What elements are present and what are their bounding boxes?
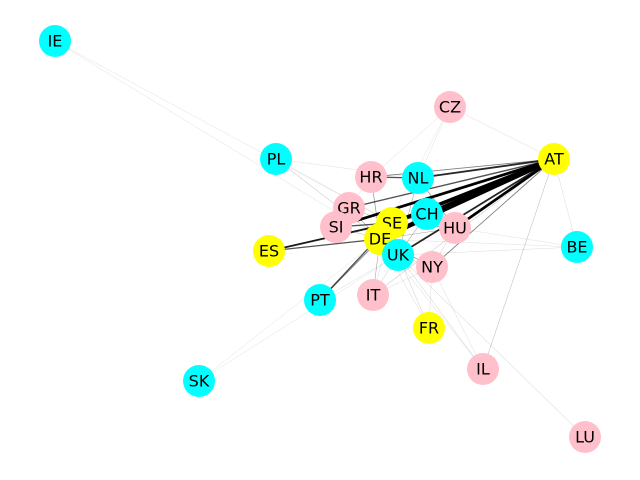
node-label: CZ [439, 98, 461, 117]
node-si: SI [320, 211, 352, 243]
edge-sk-uk [198, 254, 399, 382]
node-circle [357, 279, 389, 311]
edge-sk-de [198, 238, 381, 382]
node-circle [355, 161, 387, 193]
node-label: SK [189, 372, 210, 391]
node-circle [260, 143, 292, 175]
node-label: LU [575, 428, 595, 447]
node-label: HU [443, 219, 467, 238]
edge-il-ny [431, 266, 484, 370]
node-circle [434, 91, 466, 123]
node-pl: PL [260, 143, 292, 175]
node-sk: SK [183, 365, 215, 397]
edge-uk-lu [397, 254, 586, 438]
node-label: IT [366, 286, 381, 305]
node-at: AT [538, 143, 570, 175]
edge-at-ny [431, 158, 555, 268]
node-hr: HR [355, 161, 387, 193]
node-uk: UK [382, 239, 414, 271]
node-label: HR [359, 168, 382, 187]
node-circle [561, 231, 593, 263]
edge-pl-se [275, 158, 393, 224]
node-it: IT [357, 279, 389, 311]
node-label: CH [415, 205, 438, 224]
node-circle [39, 25, 71, 57]
node-pt: PT [304, 284, 336, 316]
node-label: ES [259, 242, 279, 261]
edge-ie-de [54, 40, 381, 240]
node-circle [467, 353, 499, 385]
node-circle [402, 162, 434, 194]
node-label: NL [408, 169, 429, 188]
node-label: AT [544, 150, 564, 169]
node-fr: FR [413, 312, 445, 344]
node-label: UK [387, 246, 410, 265]
node-label: PT [310, 291, 330, 310]
node-circle [569, 421, 601, 453]
node-circle [253, 235, 285, 267]
edge-at-uk [397, 158, 555, 256]
node-ny: NY [416, 251, 448, 283]
edge-cz-hr [370, 106, 451, 178]
node-label: IL [476, 360, 490, 379]
node-nl: NL [402, 162, 434, 194]
node-label: NY [421, 258, 443, 277]
edge-at-si [335, 157, 555, 229]
node-label: IE [48, 32, 63, 51]
edges-layer [54, 40, 586, 438]
node-circle [304, 284, 336, 316]
node-circle [411, 198, 443, 230]
edge-pl-nl [275, 158, 419, 179]
edge-at-gr [348, 158, 555, 209]
node-be: BE [561, 231, 593, 263]
node-es: ES [253, 235, 285, 267]
edge-at-il [482, 158, 555, 370]
node-circle [439, 212, 471, 244]
node-circle [413, 312, 445, 344]
node-circle [183, 365, 215, 397]
edge-at-cz [449, 106, 555, 160]
node-circle [538, 143, 570, 175]
edge-ie-se [54, 40, 393, 224]
edge-at-ch [426, 157, 555, 216]
node-ie: IE [39, 25, 71, 57]
node-label: SI [329, 218, 344, 237]
edge-be-hu [454, 227, 578, 248]
node-label: PL [267, 150, 286, 169]
node-circle [320, 211, 352, 243]
edge-uk-il [397, 254, 484, 370]
edge-es-de [268, 238, 381, 252]
node-circle [416, 251, 448, 283]
node-hu: HU [439, 212, 471, 244]
node-ch: CH [411, 198, 443, 230]
edge-pl-de [275, 158, 381, 240]
edge-at-hr [370, 158, 555, 178]
node-circle [382, 239, 414, 271]
edge-at-nl [417, 158, 555, 179]
edge-at-hu [454, 157, 555, 230]
node-label: BE [566, 238, 587, 257]
node-cz: CZ [434, 91, 466, 123]
edge-be-de [379, 238, 578, 248]
node-il: IL [467, 353, 499, 385]
node-lu: LU [569, 421, 601, 453]
node-label: DE [369, 230, 391, 249]
node-label: FR [419, 319, 439, 338]
